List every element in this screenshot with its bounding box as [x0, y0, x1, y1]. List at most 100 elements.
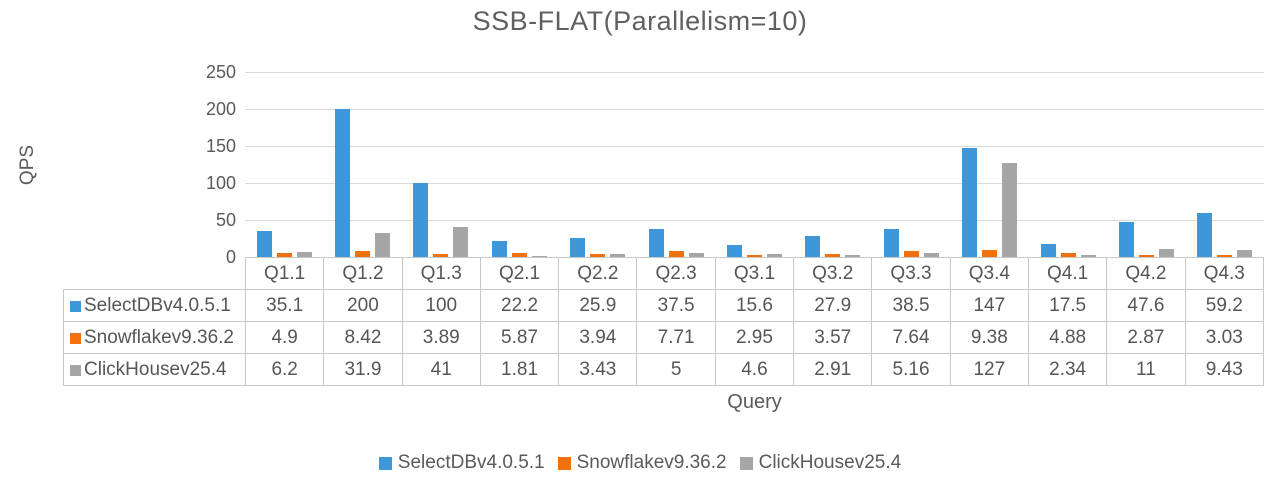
value-cell: 3.57	[793, 321, 873, 354]
bar	[1217, 254, 1233, 257]
bar	[883, 228, 899, 257]
legend: SelectDBv4.0.5.1 Snowflakev9.36.2 ClickHou…	[0, 452, 1280, 474]
category-label: Q3.1	[714, 257, 795, 290]
table-row: SelectDBv4.0.5.1 35.1 200 100 22.2 25.9 37.5 15…	[63, 289, 1265, 322]
value-cell: 4.9	[244, 321, 325, 354]
value-cell: 31.9	[323, 353, 403, 386]
gridline	[245, 72, 1264, 73]
value-cell: 6.2	[244, 353, 325, 386]
bar-group	[402, 72, 480, 257]
gridline	[245, 146, 1264, 147]
gridline	[245, 183, 1264, 184]
value-cell: 2.34	[1027, 353, 1108, 386]
value-cell: 2.91	[793, 353, 873, 386]
category-label: Q3.3	[871, 257, 951, 290]
value-cell: 17.5	[1027, 289, 1108, 322]
legend-label: SelectDBv4.0.5.1	[397, 452, 545, 473]
value-cell: 59.2	[1184, 289, 1265, 322]
plot-area	[245, 72, 1264, 258]
bar	[845, 254, 861, 257]
value-cell: 15.6	[714, 289, 795, 322]
value-cell: 4.6	[714, 353, 795, 386]
value-cell: 147	[949, 289, 1029, 322]
y-tick-label: 50	[215, 210, 236, 230]
bar	[1060, 253, 1076, 257]
value-cell: 47.6	[1106, 289, 1186, 322]
value-cell: 2.95	[714, 321, 795, 354]
value-cell: 3.89	[401, 321, 481, 354]
bar	[747, 254, 763, 257]
value-cell: 38.5	[871, 289, 951, 322]
series-name-cell: ClickHousev25.4	[63, 353, 246, 386]
bar-group	[1186, 72, 1264, 257]
table-row: Snowflakev9.36.2 4.9 8.42 3.89 5.87 3.94 7.71 2…	[63, 321, 1265, 354]
bar	[1118, 221, 1134, 257]
data-table: Q1.1 Q1.2 Q1.3 Q2.1 Q2.2 Q2.3 Q3.1 Q3.2 Q3.3 Q3.4…	[63, 257, 1265, 386]
bar	[433, 254, 449, 257]
value-cell: 37.5	[636, 289, 716, 322]
value-cell: 7.71	[636, 321, 716, 354]
category-label: Q3.4	[949, 257, 1029, 290]
bar	[335, 109, 351, 257]
legend-label: ClickHousev25.4	[758, 452, 902, 473]
category-label: Q2.1	[479, 257, 560, 290]
bar	[805, 236, 821, 257]
category-label: Q2.3	[636, 257, 716, 290]
bar	[668, 251, 684, 257]
bar-group	[951, 72, 1029, 257]
value-cell: 11	[1106, 353, 1186, 386]
bar	[688, 253, 704, 257]
bar	[296, 252, 312, 257]
value-cell: 1.81	[479, 353, 560, 386]
bar	[453, 226, 469, 257]
gridline	[245, 109, 1264, 110]
category-label: Q2.2	[558, 257, 638, 290]
bar	[825, 254, 841, 257]
value-cell: 9.43	[1184, 353, 1265, 386]
value-cell: 8.42	[323, 321, 403, 354]
bar	[903, 251, 919, 257]
bar	[375, 233, 391, 257]
bar-group	[637, 72, 715, 257]
value-cell: 7.64	[871, 321, 951, 354]
bar-group	[872, 72, 950, 257]
bar	[1158, 248, 1174, 257]
value-cell: 9.38	[949, 321, 1029, 354]
bar	[1138, 254, 1154, 257]
series-name-cell: Snowflakev9.36.2	[63, 321, 246, 354]
x-axis-title: Query	[727, 391, 782, 413]
bar-group	[1107, 72, 1185, 257]
value-cell: 127	[949, 353, 1029, 386]
series-swatch-icon	[70, 300, 81, 312]
value-cell: 5.87	[479, 321, 560, 354]
series-swatch-icon	[70, 364, 81, 376]
value-cell: 41	[401, 353, 481, 386]
gridline	[245, 220, 1264, 221]
value-cell: 200	[323, 289, 403, 322]
bar	[276, 253, 292, 257]
y-tick-label: 250	[205, 62, 236, 82]
bar-group	[323, 72, 401, 257]
value-cell: 100	[401, 289, 481, 322]
bar	[531, 255, 547, 257]
bar	[256, 231, 272, 257]
category-label: Q1.2	[323, 257, 403, 290]
bar-group	[794, 72, 872, 257]
category-label: Q1.3	[401, 257, 481, 290]
y-tick-label: 0	[225, 247, 236, 267]
value-cell: 3.03	[1184, 321, 1265, 354]
bar	[570, 237, 586, 257]
category-label: Q1.1	[244, 257, 325, 290]
series-name-cell: SelectDBv4.0.5.1	[63, 289, 246, 322]
bar	[511, 252, 527, 257]
bar	[1080, 255, 1096, 257]
bars-layer	[245, 72, 1264, 257]
bar	[413, 183, 429, 257]
legend-item: ClickHousev25.4	[739, 452, 902, 474]
value-cell: 35.1	[244, 289, 325, 322]
category-header-row: Q1.1 Q1.2 Q1.3 Q2.1 Q2.2 Q2.3 Q3.1 Q3.2 Q3.3 Q3.4…	[64, 257, 1265, 290]
bar	[1237, 250, 1253, 257]
y-axis-tick-labels: 0 50 100 150 200 250	[0, 62, 236, 267]
bar-group	[715, 72, 793, 257]
